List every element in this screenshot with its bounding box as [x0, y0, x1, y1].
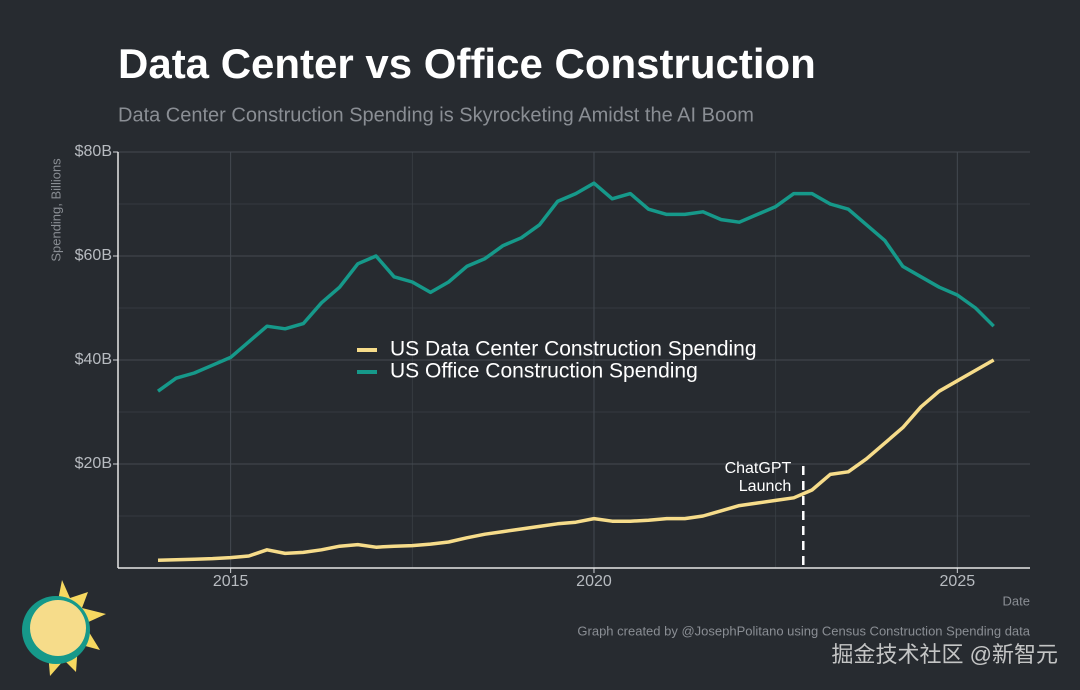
credit: Graph created by @JosephPolitano using C… [577, 623, 1030, 638]
y-tick-label: $40B [75, 351, 112, 368]
x-axis-label: Date [1003, 593, 1030, 608]
logo [22, 580, 106, 676]
series-line [157, 358, 995, 562]
chart-subtitle: Data Center Construction Spending is Sky… [118, 104, 754, 126]
x-tick-label: 2015 [213, 573, 249, 590]
series-line [156, 181, 995, 393]
x-tick-label: 2025 [940, 573, 976, 590]
annotation-text: ChatGPT [725, 460, 792, 477]
legend-label: US Data Center Construction Spending [390, 338, 757, 361]
legend-label: US Office Construction Spending [390, 360, 698, 383]
x-tick-label: 2020 [576, 573, 612, 590]
watermark: 掘金技术社区 @新智元 [832, 642, 1058, 667]
chart-title: Data Center vs Office Construction [118, 40, 816, 87]
y-tick-label: $80B [75, 143, 112, 160]
y-tick-label: $20B [75, 455, 112, 472]
y-tick-label: $60B [75, 247, 112, 264]
y-axis-label: Spending, Billions [48, 158, 63, 262]
annotation-text: Launch [739, 478, 792, 495]
